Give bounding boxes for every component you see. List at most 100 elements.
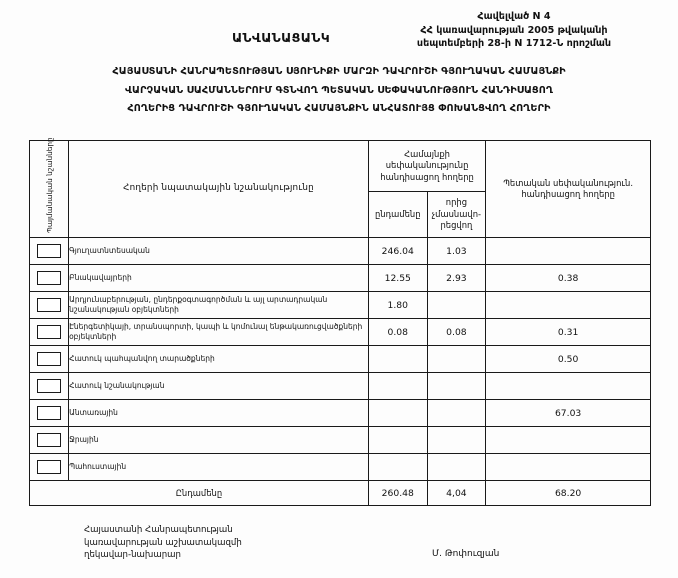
table-row: Արդյունաբերության, ընդերքօգտագործման և ա… — [28, 291, 651, 319]
row-purpose-cell: Արդյունաբերության, ընդերքօգտագործման և ա… — [68, 291, 369, 319]
table-header-row-1: Պայմանական նշանները Հողերի նպատակային նշ… — [28, 137, 651, 238]
legend-swatch-icon — [37, 433, 62, 447]
table-header: Պայմանական նշանները Հողերի նպատակային նշ… — [28, 137, 651, 239]
signatory-role-line-2: կառավարության աշխատակազմի — [84, 537, 242, 548]
row-community-total-cell — [367, 372, 428, 400]
row-purpose-cell: Բնակավայրերի — [68, 264, 369, 292]
column-header-state-owned: Պետական սեփականություն. հանդիսացող հողեր… — [485, 140, 651, 238]
caption-line-1: ՀԱՅԱՍՏԱՆԻ ՀԱՆՐԱՊԵՏՈՒԹՅԱՆ ՍՅՈՒՆԻՔԻ ՄԱՐԶԻ … — [112, 66, 566, 77]
row-sign-cell — [28, 345, 70, 373]
row-sign-cell — [28, 399, 70, 427]
table-row: Բնակավայրերի 12.55 2.93 0.38 — [28, 264, 651, 292]
row-community-nonpriv-cell — [426, 291, 487, 319]
row-community-total-cell: 1.80 — [367, 291, 428, 319]
row-community-nonpriv-cell: 1.03 — [426, 237, 487, 265]
legend-swatch-icon — [37, 460, 62, 474]
row-state-cell — [485, 237, 651, 265]
annex-reference-line-1: Հավելված N 4 — [477, 11, 551, 22]
row-sign-cell — [28, 453, 70, 481]
column-header-conventional-signs: Պայմանական նշանները — [28, 137, 70, 238]
row-sign-cell — [28, 318, 70, 346]
legend-swatch-icon — [37, 352, 62, 366]
row-state-cell: 67.03 — [485, 399, 651, 427]
row-purpose-cell: Պահուստային — [68, 453, 369, 481]
table-header-row-2: ընդամենը որից չմասնավո-րեցվող — [30, 190, 651, 239]
page-title: ԱՆՎԱՆԱՑԱՆԿ — [231, 30, 331, 45]
total-row-label: Ընդամենը — [29, 480, 369, 506]
legend-swatch-icon — [37, 271, 62, 285]
table-row: Ջրային — [28, 426, 651, 454]
table-row: Էներգետիկայի, տրանսպորտի, կապի և կոմունա… — [28, 318, 651, 346]
column-header-community-nonprivatized-label: որից չմասնավո-րեցվող — [431, 197, 482, 231]
row-community-total-cell: 0.08 — [367, 318, 428, 346]
row-purpose-cell: Անտառային — [68, 399, 369, 427]
row-state-cell — [485, 453, 651, 481]
total-community-total-cell: 260.48 — [367, 480, 428, 506]
row-sign-cell — [28, 372, 70, 400]
row-purpose-cell: Հատուկ նշանակության — [68, 372, 369, 400]
signatory-name: Մ. Թոփուզյան — [432, 549, 500, 559]
annex-reference-line-2: ՀՀ կառավարության 2005 թվականի — [420, 24, 608, 36]
row-purpose-cell: Հատուկ պահպանվող տարածքների — [68, 345, 369, 373]
row-community-total-cell — [367, 453, 428, 481]
column-header-community-nonprivatized: որից չմասնավո-րեցվող — [426, 190, 487, 239]
land-allocation-table: Պայմանական նշանները Հողերի նպատակային նշ… — [28, 137, 651, 506]
legend-swatch-icon — [37, 325, 62, 339]
column-header-conventional-signs-label: Պայմանական նշանները — [44, 137, 54, 233]
row-community-nonpriv-cell — [426, 345, 487, 373]
legend-swatch-icon — [37, 379, 62, 393]
table-row: Հատուկ նշանակության — [28, 372, 651, 400]
total-community-nonpriv-cell: 4,04 — [426, 480, 487, 506]
row-community-total-cell — [367, 345, 428, 373]
row-community-total-cell: 246.04 — [367, 237, 428, 265]
row-community-nonpriv-cell — [426, 453, 487, 481]
row-community-nonpriv-cell — [426, 372, 487, 400]
row-state-cell: 0.50 — [485, 345, 651, 373]
table-row: Գյուղատնտեսական 246.04 1.03 — [28, 237, 651, 265]
row-state-cell — [485, 291, 651, 319]
annex-reference: Հավելված N 4 ՀՀ կառավարության 2005 թվակա… — [364, 10, 664, 51]
row-sign-cell — [28, 426, 70, 454]
row-community-nonpriv-cell: 2.93 — [426, 264, 487, 292]
document-caption: ՀԱՅԱՍՏԱՆԻ ՀԱՆՐԱՊԵՏՈՒԹՅԱՆ ՍՅՈՒՆԻՔԻ ՄԱՐԶԻ … — [0, 63, 678, 119]
row-community-nonpriv-cell: 0.08 — [426, 318, 487, 346]
signatory-role-line-1: Հայաստանի Հանրապետության — [84, 525, 233, 535]
caption-line-2: ՎԱՐՉԱԿԱՆ ՍԱՀՄԱՆՆԵՐՈՒՄ ԳՏՆՎՈՂ ՊԵՏԱԿԱՆ ՍԵՓ… — [124, 84, 553, 96]
column-header-land-purpose: Հողերի նպատակային նշանակությունը — [68, 140, 369, 238]
row-state-cell — [485, 426, 651, 454]
signature-block: Հայաստանի Հանրապետության կառավարության ա… — [84, 524, 644, 562]
document-header: ԱՆՎԱՆԱՑԱՆԿ Հավելված N 4 ՀՀ կառավարության… — [0, 8, 678, 64]
column-header-community-group: Համայնքի սեփականությունը հանդիսացող հողե… — [367, 140, 487, 192]
column-header-community-total: ընդամենը — [367, 190, 428, 239]
row-state-cell — [485, 372, 651, 400]
row-state-cell: 0.31 — [485, 318, 651, 346]
signatory-role-line-3: ղեկավար-նախարար — [84, 550, 181, 560]
row-state-cell: 0.38 — [485, 264, 651, 292]
legend-swatch-icon — [37, 406, 62, 420]
table-row: Պահուստային — [28, 453, 651, 481]
table-total-row: Ընդամենը 260.48 4,04 68.20 — [29, 480, 651, 506]
row-sign-cell — [28, 237, 70, 265]
row-community-total-cell: 12.55 — [367, 264, 428, 292]
row-community-nonpriv-cell — [426, 399, 487, 427]
column-header-state-owned-label: Պետական սեփականություն. հանդիսացող հողեր… — [503, 177, 634, 200]
table-row: Հատուկ պահպանվող տարածքների 0.50 — [28, 345, 651, 373]
row-community-total-cell — [367, 399, 428, 427]
column-header-land-purpose-label: Հողերի նպատակային նշանակությունը — [123, 183, 314, 194]
table-row: Անտառային 67.03 — [28, 399, 651, 427]
table-body: Գյուղատնտեսական 246.04 1.03 Բնակավայրերի… — [28, 237, 651, 506]
column-header-community-total-label: ընդամենը — [374, 208, 421, 219]
row-purpose-cell: Ջրային — [68, 426, 369, 454]
row-purpose-cell: Էներգետիկայի, տրանսպորտի, կապի և կոմունա… — [68, 318, 369, 346]
row-sign-cell — [28, 264, 70, 292]
legend-swatch-icon — [37, 244, 62, 258]
annex-reference-line-3: սեպտեմբերի 28-ի N 1712-Ն որոշման — [416, 38, 612, 49]
legend-swatch-icon — [37, 298, 62, 312]
total-state-cell: 68.20 — [485, 480, 651, 506]
row-sign-cell — [28, 291, 70, 319]
row-community-nonpriv-cell — [426, 426, 487, 454]
row-community-total-cell — [367, 426, 428, 454]
column-header-community-group-label: Համայնքի սեփականությունը հանդիսացող հողե… — [380, 148, 474, 182]
caption-line-3: ՀՈՂԵՐԻՑ ԴԱՎՐՈՒՇԻ ԳՅՈՒՂԱԿԱՆ ՀԱՄԱՅՆՔԻՆ ԱՆՀ… — [127, 103, 551, 114]
